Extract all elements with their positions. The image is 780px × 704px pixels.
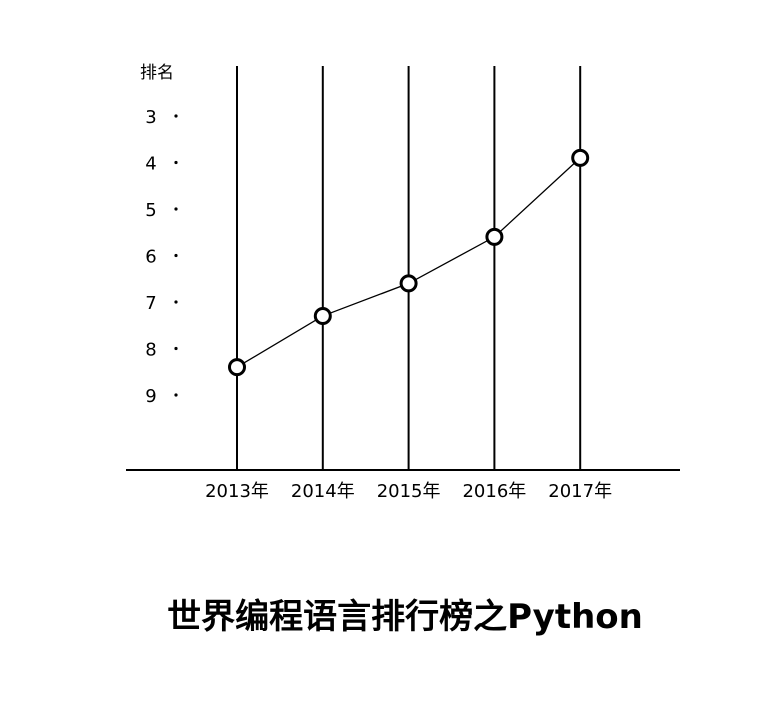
y-tick-dot-4 bbox=[174, 160, 178, 165]
x-tick-label-4: 2017年 bbox=[548, 481, 612, 502]
x-axis-ticks: 2013年 2014年 2015年 2016年 2017年 bbox=[205, 481, 612, 502]
data-point-0-4 bbox=[571, 148, 590, 167]
data-point-0-1 bbox=[313, 306, 332, 325]
y-tick-dot-6 bbox=[174, 253, 178, 258]
y-tick-dot-9 bbox=[174, 393, 178, 397]
y-tick-dot-8 bbox=[174, 346, 178, 351]
grid-layer bbox=[236, 66, 582, 470]
y-tick-label-9: 9 bbox=[145, 386, 156, 407]
y-tick-dot-5 bbox=[174, 207, 178, 211]
data-point-0-0 bbox=[228, 358, 246, 377]
y-tick-label-6: 6 bbox=[145, 247, 156, 268]
y-tick-label-8: 8 bbox=[145, 340, 156, 361]
y-tick-label-3: 3 bbox=[145, 107, 156, 128]
x-tick-label-2: 2015年 bbox=[377, 481, 441, 502]
y-tick-dot-7 bbox=[174, 300, 178, 304]
chart-title: 世界编程语言排行榜之Python bbox=[167, 597, 643, 637]
x-tick-label-3: 2016年 bbox=[462, 481, 526, 502]
data-point-0-2 bbox=[399, 274, 418, 293]
x-tick-label-1: 2014年 bbox=[291, 481, 355, 502]
y-axis-title: 排名 bbox=[140, 63, 174, 83]
y-axis-ticks: 3 4 5 6 7 8 9 bbox=[145, 107, 178, 407]
y-tick-label-5: 5 bbox=[145, 200, 156, 221]
x-tick-label-0: 2013年 bbox=[205, 481, 269, 502]
y-tick-label-4: 4 bbox=[145, 154, 156, 175]
y-tick-label-7: 7 bbox=[145, 293, 156, 314]
y-tick-dot-3 bbox=[174, 114, 178, 118]
series-layer bbox=[228, 148, 590, 377]
data-point-0-3 bbox=[485, 227, 504, 246]
